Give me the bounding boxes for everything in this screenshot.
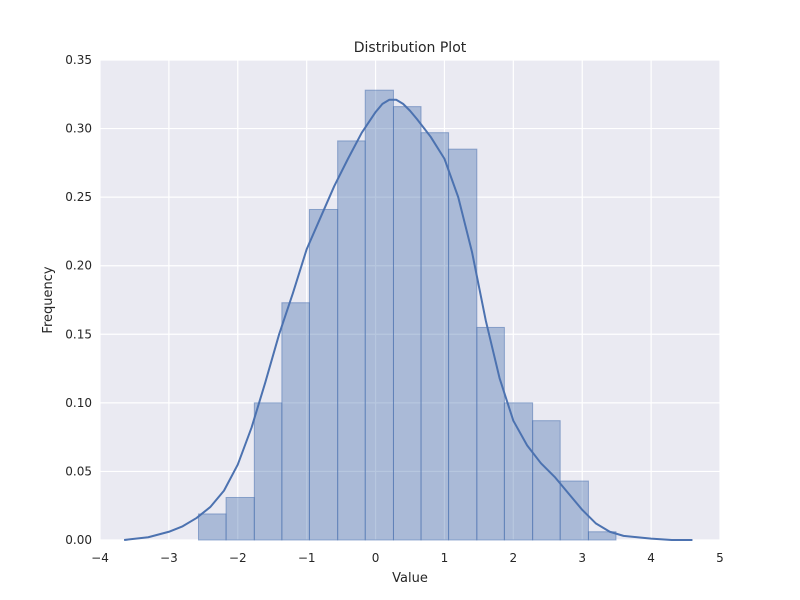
y-axis-label: Frequency [41, 266, 56, 333]
histogram-bar [532, 420, 561, 541]
histogram-bar [587, 531, 617, 541]
x-tick-label: −4 [91, 551, 109, 565]
chart-title: Distribution Plot [354, 40, 467, 56]
x-tick-label: 3 [578, 551, 586, 565]
x-tick-label: 1 [441, 551, 449, 565]
y-tick-label: 0.30 [65, 122, 92, 136]
y-tick-label: 0.05 [65, 464, 92, 478]
y-tick-label: 0.00 [65, 533, 92, 547]
histogram-bar [308, 208, 339, 541]
y-tick-label: 0.35 [65, 53, 92, 67]
histogram-bar [281, 302, 310, 541]
x-tick-label: −1 [298, 551, 316, 565]
x-axis-label: Value [392, 571, 428, 586]
y-tick-labels: 0.00 0.05 0.10 0.15 0.20 0.25 0.30 0.35 [65, 53, 92, 547]
histogram-bar [392, 106, 422, 541]
x-tick-label: −3 [160, 551, 178, 565]
plot-area [100, 60, 720, 540]
histogram-bar [253, 402, 283, 541]
x-tick-label: 4 [647, 551, 655, 565]
y-tick-label: 0.10 [65, 396, 92, 410]
x-tick-labels: −4 −3 −2 −1 0 1 2 3 4 5 [91, 551, 724, 565]
histogram-bar [225, 496, 255, 541]
y-tick-label: 0.15 [65, 327, 92, 341]
histogram-bar [448, 148, 478, 541]
y-tick-label: 0.25 [65, 190, 92, 204]
histogram-bar [503, 402, 534, 541]
histogram-bar [364, 89, 394, 541]
histogram-bar [337, 140, 366, 541]
histogram-bar [476, 326, 505, 541]
histogram-bars [198, 89, 617, 541]
x-tick-label: 5 [716, 551, 724, 565]
y-tick-label: 0.20 [65, 259, 92, 273]
histogram-bar [420, 132, 450, 541]
kde-curve [123, 98, 693, 541]
x-tick-label: −2 [229, 551, 247, 565]
x-tick-label: 0 [372, 551, 380, 565]
histogram-bar [198, 513, 227, 541]
x-tick-label: 2 [510, 551, 518, 565]
